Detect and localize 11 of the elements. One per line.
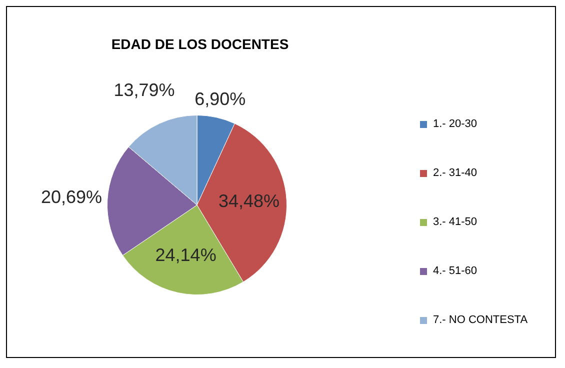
- chart-title: EDAD DE LOS DOCENTES: [110, 36, 290, 52]
- legend-label: 4.- 51-60: [433, 265, 478, 277]
- legend-label: 7.- NO CONTESTA: [433, 314, 528, 326]
- legend-label: 2.- 31-40: [433, 167, 478, 179]
- data-label: 13,79%: [114, 80, 175, 100]
- data-label: 24,14%: [155, 244, 216, 265]
- legend-label: 1.- 20-30: [433, 118, 478, 130]
- data-label: 6,90%: [194, 88, 246, 109]
- data-label: 20,69%: [41, 187, 102, 208]
- data-label: 34,48%: [218, 191, 280, 212]
- legend-label: 3.- 41-50: [433, 216, 478, 228]
